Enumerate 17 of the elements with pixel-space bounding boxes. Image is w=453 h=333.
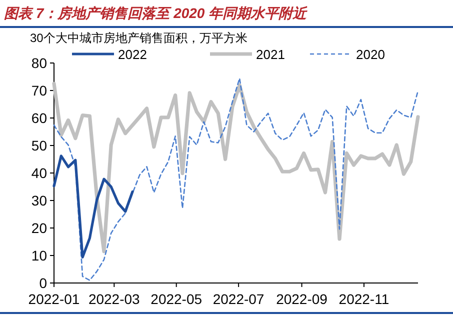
- xtick: 2022-01: [28, 291, 80, 307]
- ytick: 50: [31, 138, 47, 154]
- xtick: 2022-11: [338, 291, 390, 307]
- ytick: 30: [31, 192, 47, 208]
- title: 图表 7：房地产销售回落至 2020 年同期水平附近: [4, 5, 307, 21]
- ytick: 60: [31, 110, 47, 126]
- ytick: 70: [31, 82, 47, 98]
- xtick: 2022-03: [88, 291, 140, 307]
- ytick: 10: [31, 248, 47, 264]
- xtick: 2022-07: [212, 291, 264, 307]
- ytick: 40: [31, 165, 47, 181]
- ytick: 0: [39, 275, 47, 291]
- ytick: 80: [31, 55, 47, 71]
- xtick: 2022-09: [276, 291, 328, 307]
- xtick: 2022-05: [150, 291, 202, 307]
- ylabel: 30个大中城市房地产销售面积，万平方米: [30, 31, 248, 45]
- ytick: 20: [31, 220, 47, 236]
